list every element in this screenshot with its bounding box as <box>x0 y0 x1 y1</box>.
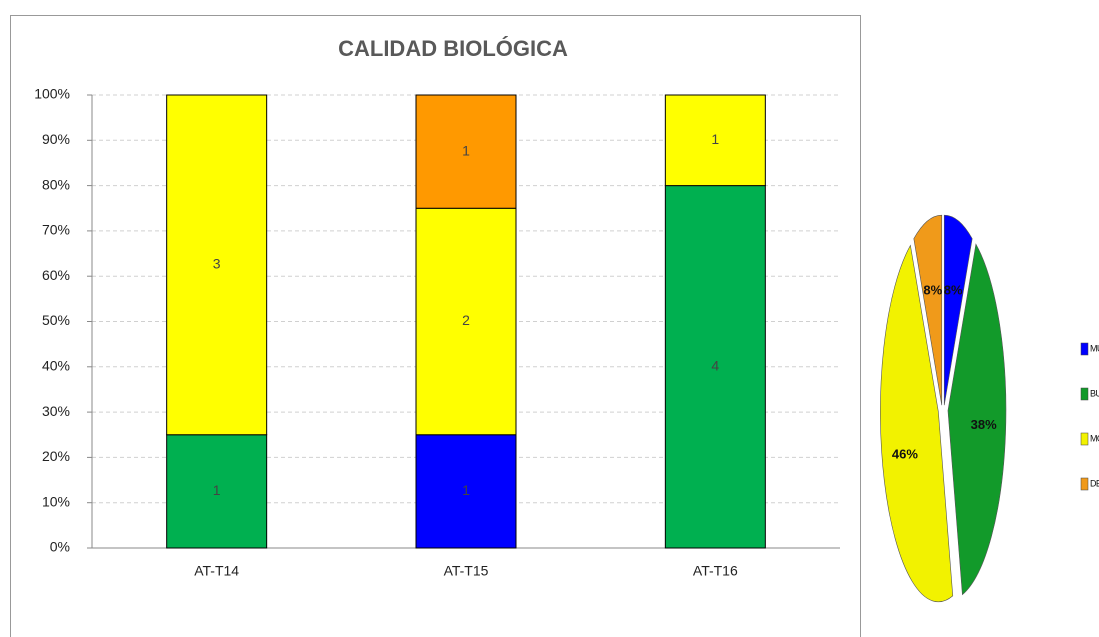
data-label: 1 <box>711 131 719 147</box>
y-tick-label: 100% <box>34 86 70 102</box>
y-tick-label: 10% <box>42 493 70 509</box>
legend-swatch <box>1080 342 1089 356</box>
bar-segment <box>415 94 517 209</box>
bar-segment <box>664 94 766 187</box>
y-tick-label: 70% <box>42 222 70 238</box>
legend-swatch <box>1080 432 1089 446</box>
x-tick-label: AT-T15 <box>444 563 489 579</box>
data-label: 1 <box>462 142 470 158</box>
x-tick-label: AT-T16 <box>693 563 738 579</box>
y-tick-label: 0% <box>50 539 70 555</box>
bar-segment <box>166 434 268 549</box>
bar-segment <box>664 185 766 549</box>
legend-swatch <box>1080 387 1089 401</box>
bar-segment <box>166 94 268 436</box>
pie-slice <box>943 214 973 406</box>
chart-title: CALIDAD BIOLÓGICA <box>338 36 568 61</box>
legend-label: MODERADA <box>1090 433 1099 443</box>
slice-label: 8% <box>944 282 963 297</box>
data-label: 1 <box>462 482 470 498</box>
y-tick-label: 30% <box>42 403 70 419</box>
y-tick-label: 90% <box>42 131 70 147</box>
slice-label: 38% <box>971 417 997 432</box>
y-tick-label: 20% <box>42 448 70 464</box>
legend-label: DEFICIENTE <box>1090 478 1099 488</box>
data-label: 4 <box>711 358 719 374</box>
pie-slice <box>913 214 943 406</box>
legend-label: MUY BUENA <box>1090 343 1099 353</box>
pie-slice <box>880 244 954 603</box>
data-label: 1 <box>213 482 221 498</box>
slice-label: 46% <box>892 447 918 462</box>
y-tick-label: 40% <box>42 358 70 374</box>
y-tick-label: 50% <box>42 312 70 328</box>
legend-label: BUENA <box>1090 388 1099 398</box>
data-label: 3 <box>213 256 221 272</box>
data-label: 2 <box>462 312 470 328</box>
y-tick-label: 60% <box>42 267 70 283</box>
legend-swatch <box>1080 477 1089 491</box>
y-tick-label: 80% <box>42 176 70 192</box>
bar-segment <box>415 207 517 436</box>
pie-slice <box>947 243 1007 596</box>
bar-segment <box>415 434 517 549</box>
x-tick-label: AT-T14 <box>194 563 239 579</box>
slice-label: 8% <box>923 282 942 297</box>
